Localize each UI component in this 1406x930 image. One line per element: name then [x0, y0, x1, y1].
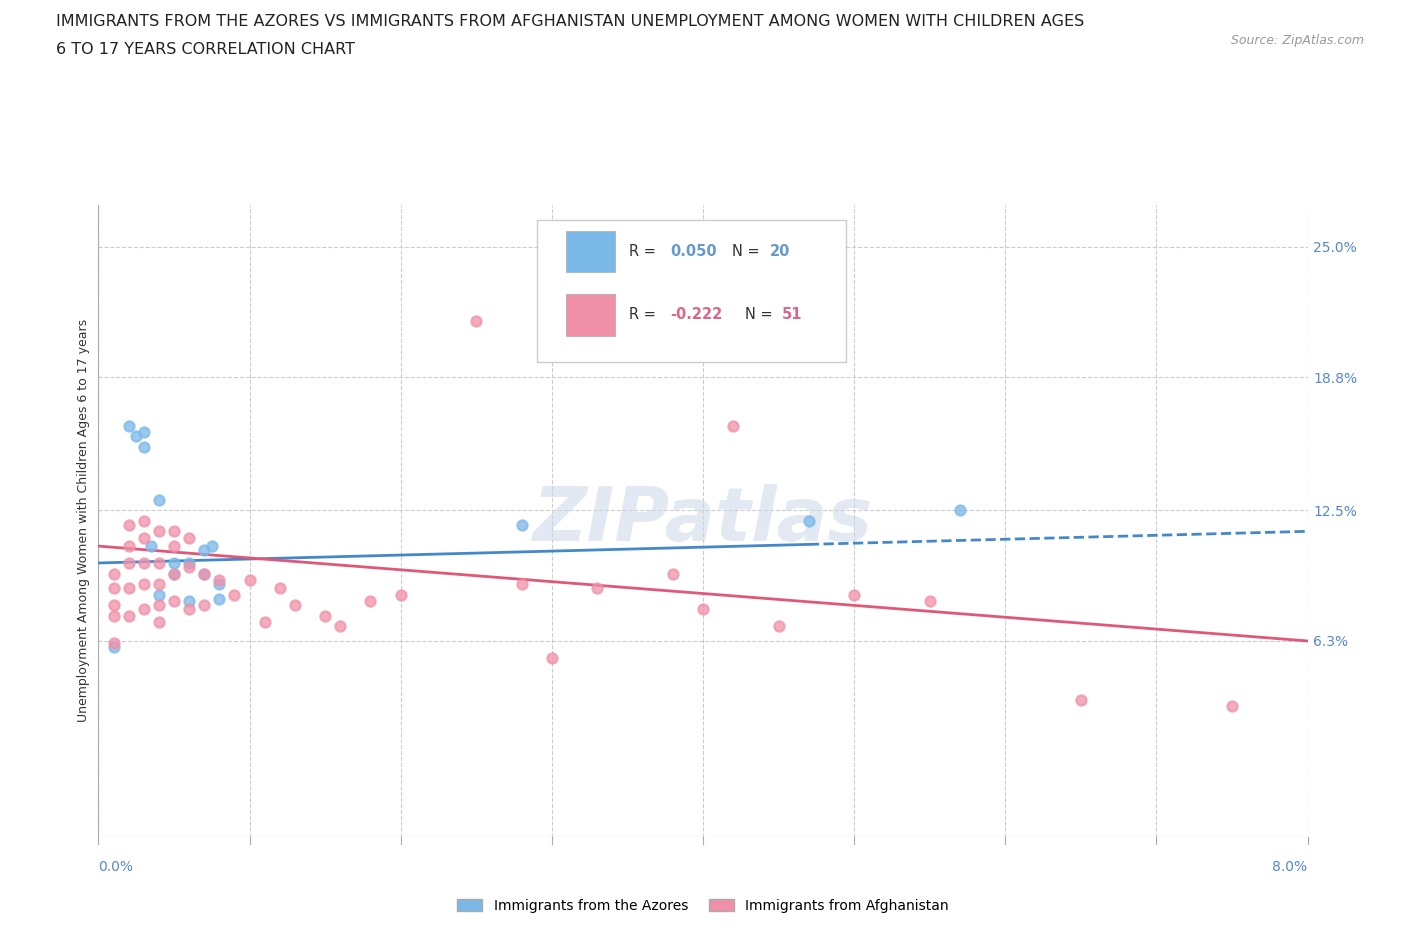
Point — [118, 608, 141, 623]
Point — [314, 608, 336, 623]
Point — [163, 566, 186, 581]
Point — [163, 538, 186, 553]
Point — [253, 615, 276, 630]
Point — [163, 566, 186, 581]
Point — [179, 530, 201, 545]
Point — [103, 581, 125, 596]
Point — [329, 618, 352, 633]
Text: N =: N = — [745, 308, 778, 323]
Point — [510, 518, 533, 533]
Point — [284, 598, 307, 613]
Point — [118, 538, 141, 553]
Point — [224, 587, 246, 602]
Point — [239, 572, 262, 587]
Point — [163, 593, 186, 608]
Point — [132, 530, 155, 545]
Text: 51: 51 — [782, 308, 801, 323]
Text: ZIPatlas: ZIPatlas — [533, 485, 873, 557]
Point — [148, 555, 170, 570]
Point — [148, 615, 170, 630]
Point — [118, 518, 141, 533]
Point — [541, 650, 564, 665]
Point — [1220, 698, 1243, 713]
Point — [208, 591, 231, 606]
Point — [148, 577, 170, 591]
Point — [163, 524, 186, 538]
Point — [949, 503, 972, 518]
Point — [132, 577, 155, 591]
Point — [141, 538, 163, 553]
Text: R =: R = — [630, 308, 661, 323]
Point — [510, 577, 533, 591]
Text: N =: N = — [733, 245, 765, 259]
Point — [360, 593, 382, 608]
Point — [179, 602, 201, 617]
Point — [193, 566, 215, 581]
Point — [148, 598, 170, 613]
Text: 6 TO 17 YEARS CORRELATION CHART: 6 TO 17 YEARS CORRELATION CHART — [56, 42, 356, 57]
Point — [148, 492, 170, 507]
Point — [389, 587, 412, 602]
Point — [148, 524, 170, 538]
Point — [118, 418, 141, 433]
Point — [103, 635, 125, 650]
Point — [179, 555, 201, 570]
FancyBboxPatch shape — [567, 295, 614, 336]
Point — [103, 598, 125, 613]
Point — [118, 581, 141, 596]
Text: 8.0%: 8.0% — [1272, 860, 1308, 874]
Point — [103, 566, 125, 581]
Point — [201, 538, 224, 553]
Point — [269, 581, 291, 596]
Text: IMMIGRANTS FROM THE AZORES VS IMMIGRANTS FROM AFGHANISTAN UNEMPLOYMENT AMONG WOM: IMMIGRANTS FROM THE AZORES VS IMMIGRANTS… — [56, 14, 1084, 29]
Point — [193, 598, 215, 613]
Point — [163, 555, 186, 570]
Point — [844, 587, 866, 602]
Text: 0.0%: 0.0% — [98, 860, 134, 874]
Point — [132, 602, 155, 617]
Point — [1070, 693, 1092, 708]
Point — [193, 543, 215, 558]
Text: R =: R = — [630, 245, 661, 259]
Point — [193, 566, 215, 581]
Point — [103, 608, 125, 623]
Point — [132, 513, 155, 528]
Text: 0.050: 0.050 — [671, 245, 717, 259]
Point — [132, 555, 155, 570]
Text: Source: ZipAtlas.com: Source: ZipAtlas.com — [1230, 34, 1364, 47]
Point — [662, 566, 685, 581]
Point — [179, 560, 201, 575]
Point — [208, 577, 231, 591]
Point — [586, 581, 609, 596]
Point — [179, 593, 201, 608]
Text: -0.222: -0.222 — [671, 308, 723, 323]
Text: 20: 20 — [769, 245, 790, 259]
Point — [132, 425, 155, 440]
Point — [208, 572, 231, 587]
Point — [125, 429, 148, 444]
Point — [918, 593, 941, 608]
FancyBboxPatch shape — [567, 232, 614, 272]
Point — [465, 313, 488, 328]
Point — [118, 555, 141, 570]
Y-axis label: Unemployment Among Women with Children Ages 6 to 17 years: Unemployment Among Women with Children A… — [77, 319, 90, 723]
Point — [103, 640, 125, 655]
FancyBboxPatch shape — [537, 220, 845, 362]
Point — [132, 440, 155, 455]
Legend: Immigrants from the Azores, Immigrants from Afghanistan: Immigrants from the Azores, Immigrants f… — [451, 894, 955, 919]
Point — [148, 587, 170, 602]
Point — [797, 513, 820, 528]
Point — [768, 618, 790, 633]
Point — [692, 602, 714, 617]
Point — [723, 418, 745, 433]
